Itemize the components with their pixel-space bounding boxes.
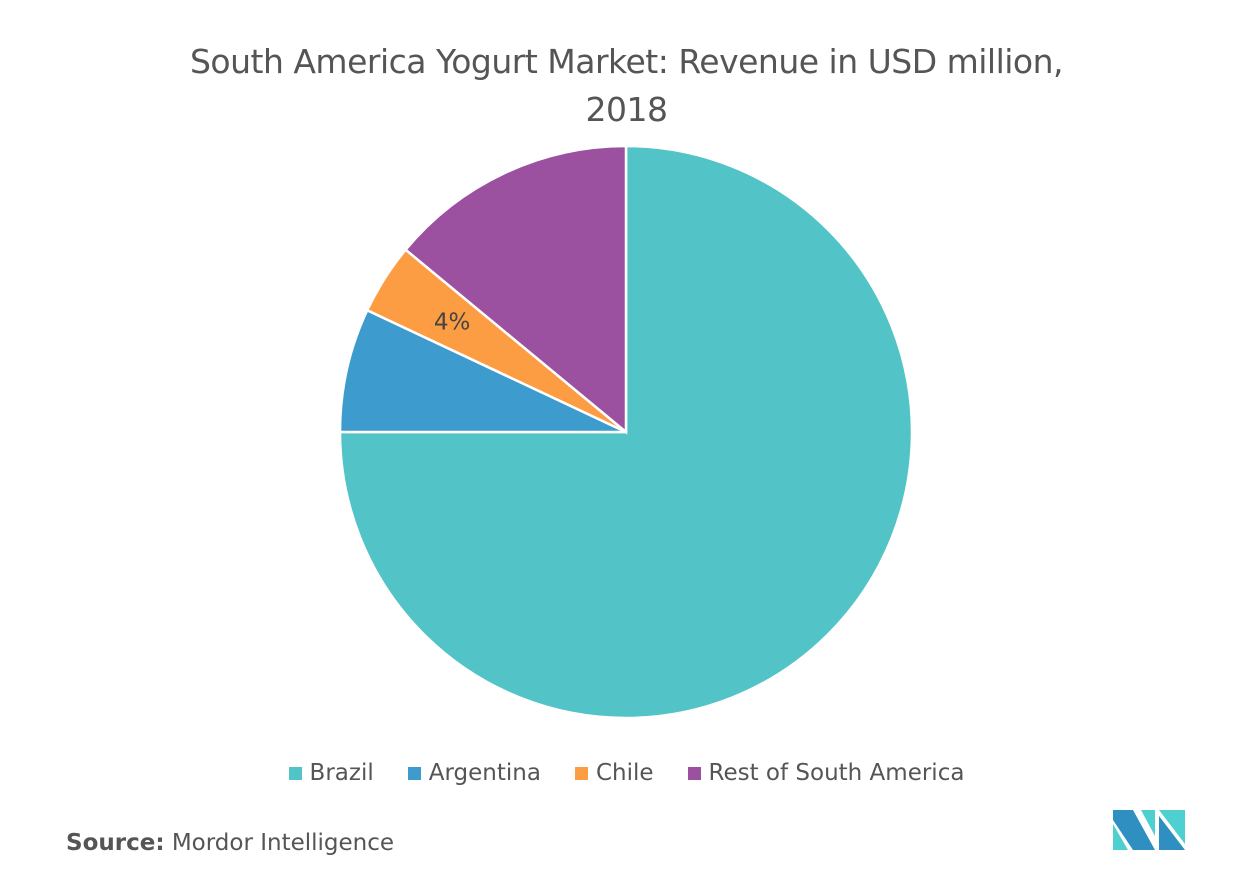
source-value: Mordor Intelligence xyxy=(171,830,395,856)
mordor-logo xyxy=(1113,810,1185,850)
source-label: Source: xyxy=(66,830,165,856)
legend-item: Rest of South America xyxy=(687,760,965,786)
legend-swatch xyxy=(407,766,421,780)
legend-label: Chile xyxy=(595,760,654,786)
pie-slice-rest-of-south-america xyxy=(403,144,628,435)
legend: Brazil Argentina Chile Rest of South Americ… xyxy=(0,760,1253,786)
legend-swatch xyxy=(288,766,302,780)
legend-item: Brazil xyxy=(288,760,374,786)
source-note: Source: Mordor Intelligence xyxy=(66,830,394,856)
chart-title: South America Yogurt Market: Revenue in … xyxy=(0,38,1253,134)
legend-swatch xyxy=(687,766,701,780)
legend-item: Chile xyxy=(574,760,654,786)
legend-item: Argentina xyxy=(407,760,541,786)
legend-label: Rest of South America xyxy=(708,760,965,786)
chart-title-line2: 2018 xyxy=(585,90,668,129)
data-label-chile: 4% xyxy=(434,310,471,336)
legend-label: Brazil xyxy=(309,760,374,786)
chart-title-line1: South America Yogurt Market: Revenue in … xyxy=(189,42,1064,81)
legend-label: Argentina xyxy=(428,760,541,786)
pie-slice-argentina xyxy=(338,308,627,434)
legend-swatch xyxy=(574,766,588,780)
